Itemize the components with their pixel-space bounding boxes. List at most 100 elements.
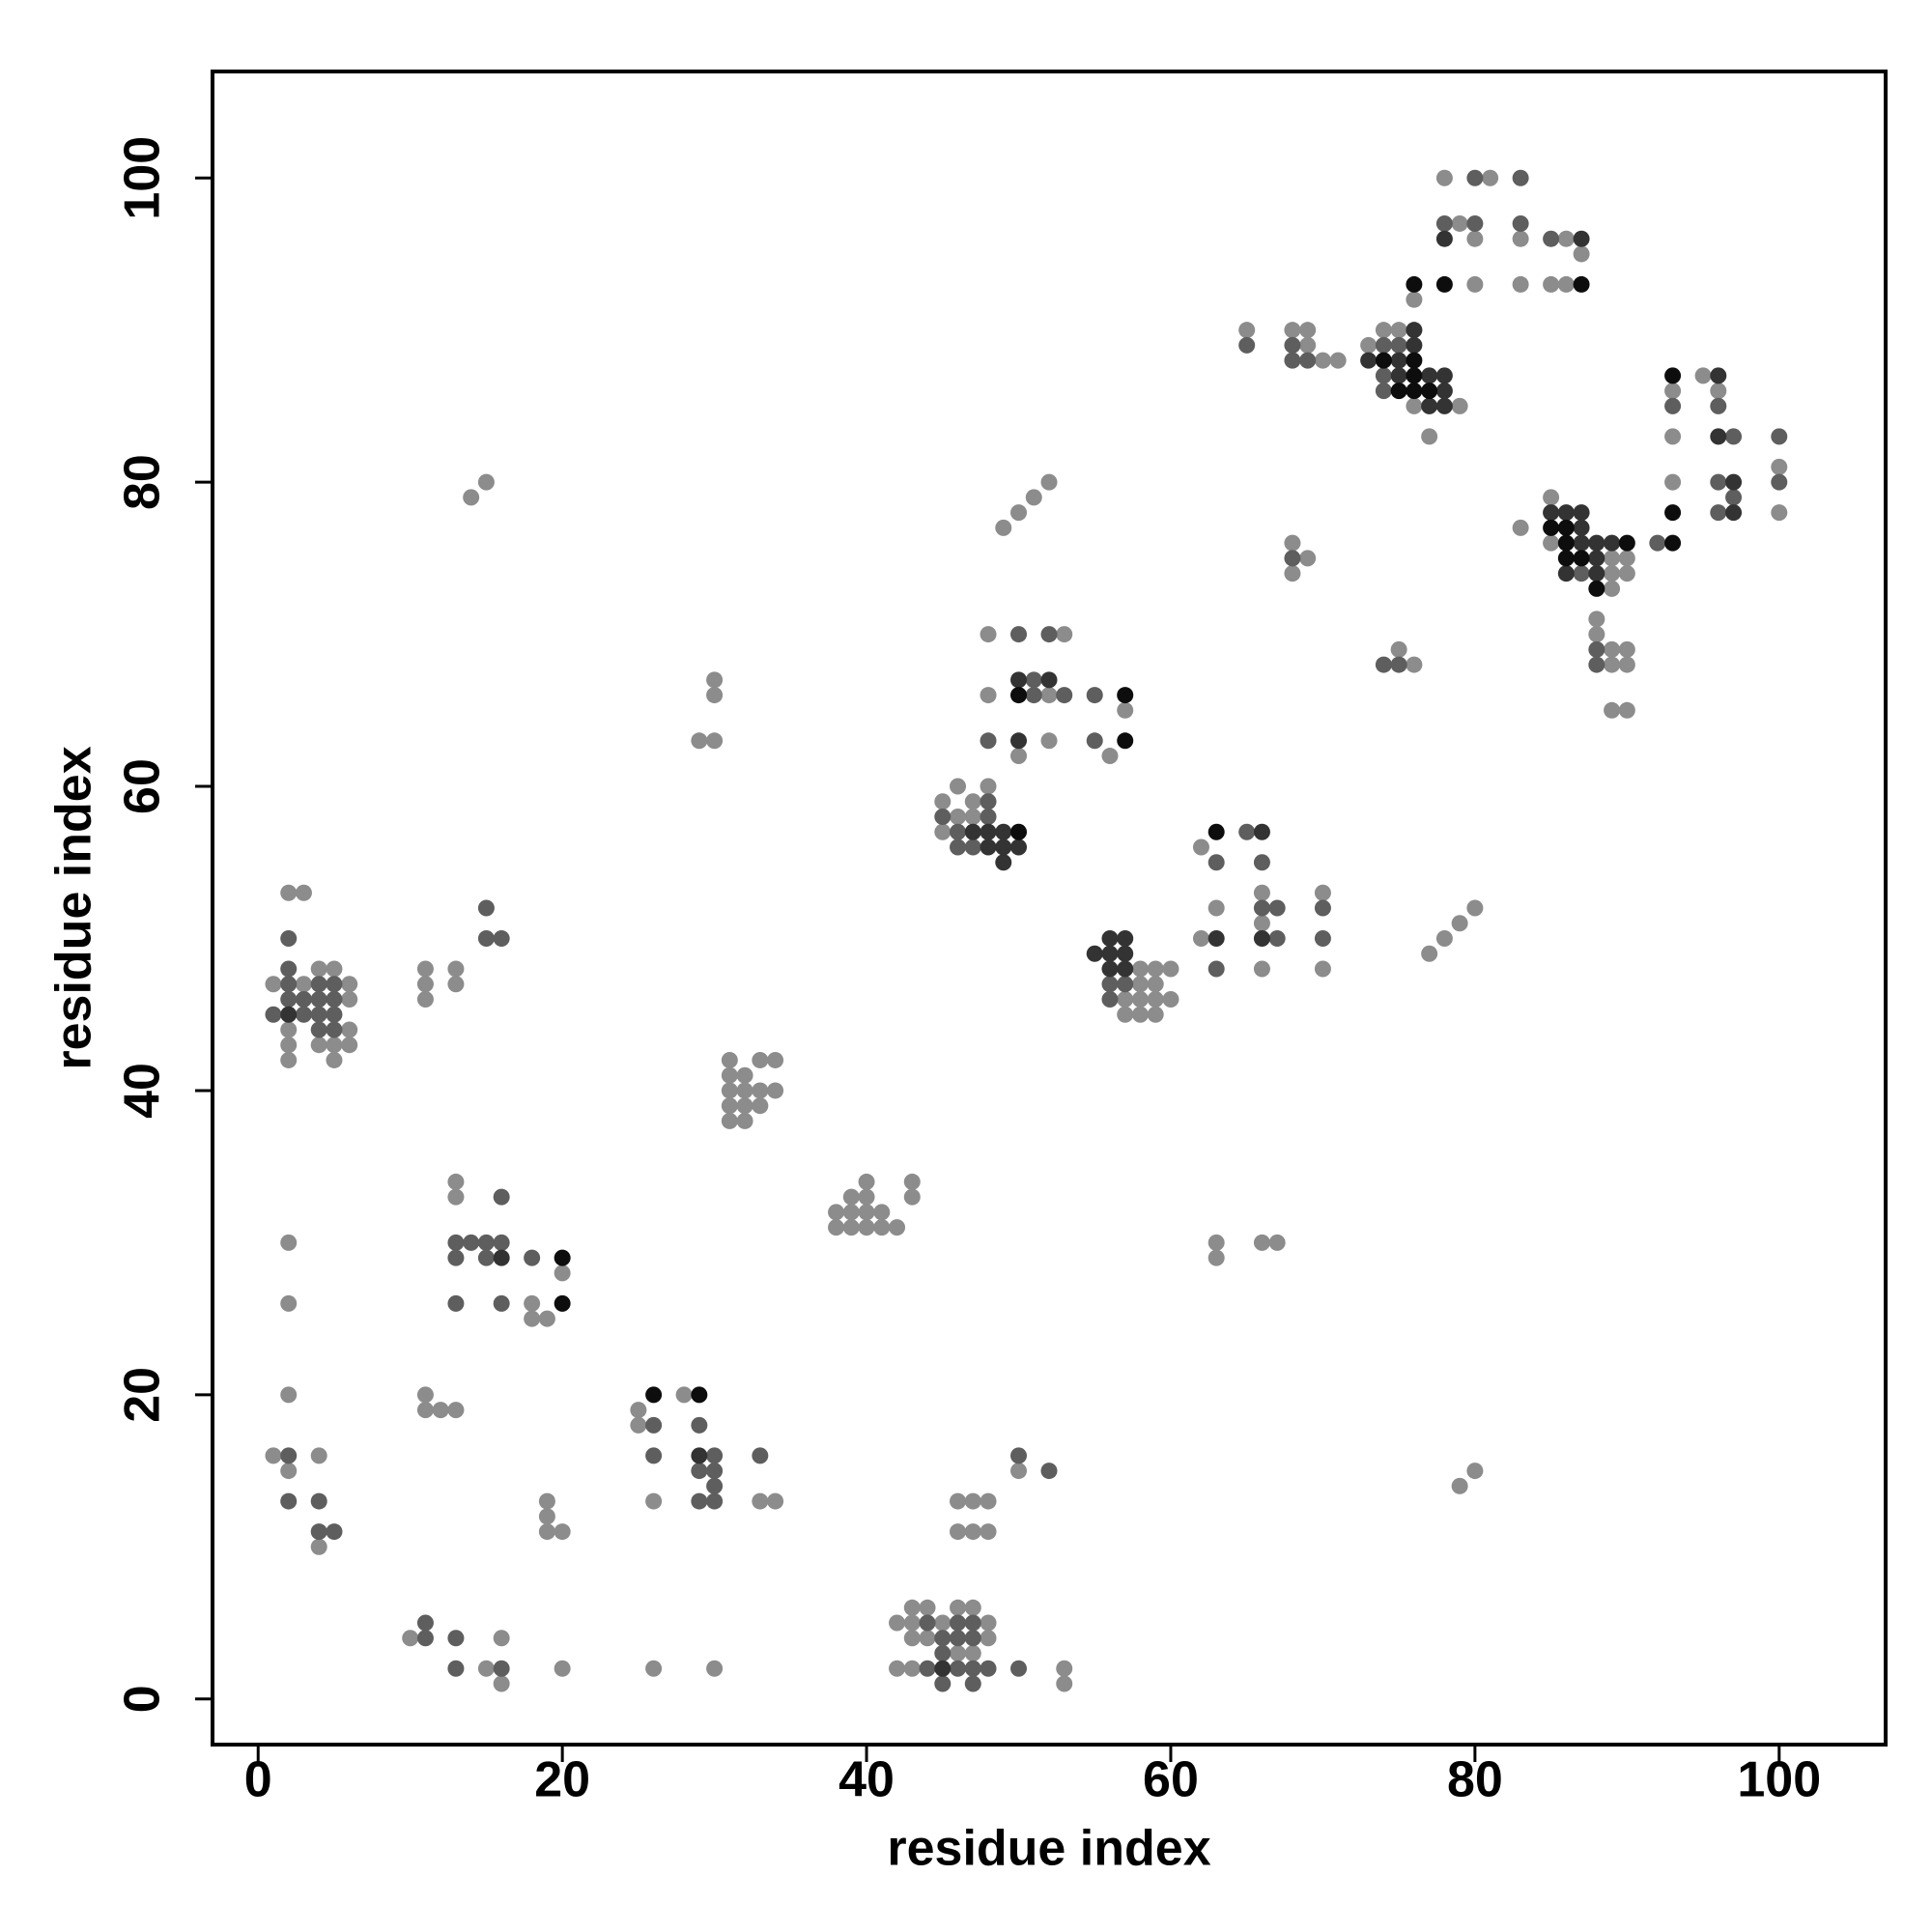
contact-point (995, 519, 1012, 536)
contact-point (1375, 336, 1392, 354)
contact-point (964, 1492, 981, 1510)
contact-point (980, 732, 997, 750)
contact-point (265, 976, 282, 993)
contact-point (326, 960, 343, 978)
contact-point (1056, 1660, 1073, 1677)
y-tick-label: 20 (115, 1367, 171, 1423)
contact-point (1573, 534, 1590, 552)
contact-point (1573, 230, 1590, 247)
contact-point (554, 1264, 571, 1282)
contact-point (1131, 990, 1149, 1008)
contact-point (1390, 352, 1407, 369)
contact-point (1208, 1249, 1225, 1266)
contact-point (295, 990, 312, 1008)
contact-point (964, 1645, 981, 1662)
contact-point (767, 1492, 784, 1510)
contact-point (1406, 275, 1423, 293)
contact-point (1710, 397, 1727, 414)
contact-point (919, 1599, 936, 1616)
y-tick-label: 80 (115, 454, 171, 510)
contact-point (1056, 626, 1073, 643)
contact-point (1664, 504, 1682, 522)
contact-point (1512, 230, 1529, 247)
contact-point (524, 1249, 541, 1266)
x-tick-label: 20 (534, 1752, 590, 1808)
contact-point (903, 1173, 921, 1190)
contact-point (1710, 428, 1727, 445)
contact-point (1512, 275, 1529, 293)
contact-point (1466, 1463, 1484, 1480)
contact-point (295, 884, 312, 901)
contact-point (1056, 687, 1073, 704)
contact-point (1025, 489, 1042, 506)
contact-point (1314, 960, 1331, 978)
contact-point (1117, 990, 1134, 1008)
contact-point (295, 1006, 312, 1023)
contact-point (1010, 687, 1028, 704)
contact-point (1406, 397, 1423, 414)
contact-point (645, 1492, 663, 1510)
contact-point (1010, 626, 1028, 643)
contact-point (1557, 230, 1575, 247)
contact-point (416, 976, 434, 993)
contact-point (280, 1051, 298, 1068)
contact-point (1314, 929, 1331, 947)
contact-point (736, 1097, 753, 1115)
contact-point (1390, 367, 1407, 384)
contact-point (1025, 671, 1042, 689)
contact-point (1101, 976, 1119, 993)
contact-point (1451, 1477, 1468, 1494)
contact-point (1314, 899, 1331, 917)
contact-point (1588, 656, 1605, 673)
contact-point (1435, 169, 1453, 186)
contact-point (1131, 976, 1149, 993)
contact-point (1406, 383, 1423, 400)
contact-point (964, 1614, 981, 1632)
contact-point (1117, 1006, 1134, 1023)
contact-point (1557, 275, 1575, 293)
contact-point (310, 990, 327, 1008)
contact-point (1482, 169, 1499, 186)
contact-point (1329, 352, 1347, 369)
contact-point (934, 823, 952, 840)
contact-point (310, 960, 327, 978)
contact-point (1040, 626, 1058, 643)
contact-point (280, 1037, 298, 1054)
contact-point (1010, 1660, 1028, 1677)
contact-point (1406, 291, 1423, 308)
contact-point (477, 929, 495, 947)
contact-point (1664, 367, 1682, 384)
contact-point (326, 1051, 343, 1068)
contact-point (934, 1675, 952, 1692)
contact-point (1360, 352, 1378, 369)
contact-point (1299, 336, 1317, 354)
contact-point (524, 1310, 541, 1327)
y-tick-label: 40 (115, 1063, 171, 1119)
contact-point (310, 1006, 327, 1023)
contact-point (842, 1188, 860, 1206)
contact-point (1573, 565, 1590, 582)
contact-point (310, 1037, 327, 1054)
contact-point (752, 1492, 769, 1510)
contact-point (1390, 383, 1407, 400)
contact-point (858, 1204, 875, 1221)
contact-point (1588, 534, 1605, 552)
contact-point (341, 1037, 358, 1054)
contact-point (1512, 214, 1529, 232)
contact-point (310, 976, 327, 993)
contact-point (1040, 671, 1058, 689)
contact-point (903, 1599, 921, 1616)
contact-point (1557, 534, 1575, 552)
contact-point (858, 1188, 875, 1206)
contact-point (524, 1294, 541, 1312)
contact-point (1147, 960, 1164, 978)
contact-point (1086, 945, 1103, 962)
contact-point (1466, 275, 1484, 293)
contact-point (1604, 656, 1621, 673)
contact-point (721, 1066, 738, 1084)
contact-point (1268, 1234, 1286, 1251)
contact-point (1588, 550, 1605, 567)
contact-point (1466, 214, 1484, 232)
contact-point (934, 1660, 952, 1677)
contact-point (1117, 960, 1134, 978)
